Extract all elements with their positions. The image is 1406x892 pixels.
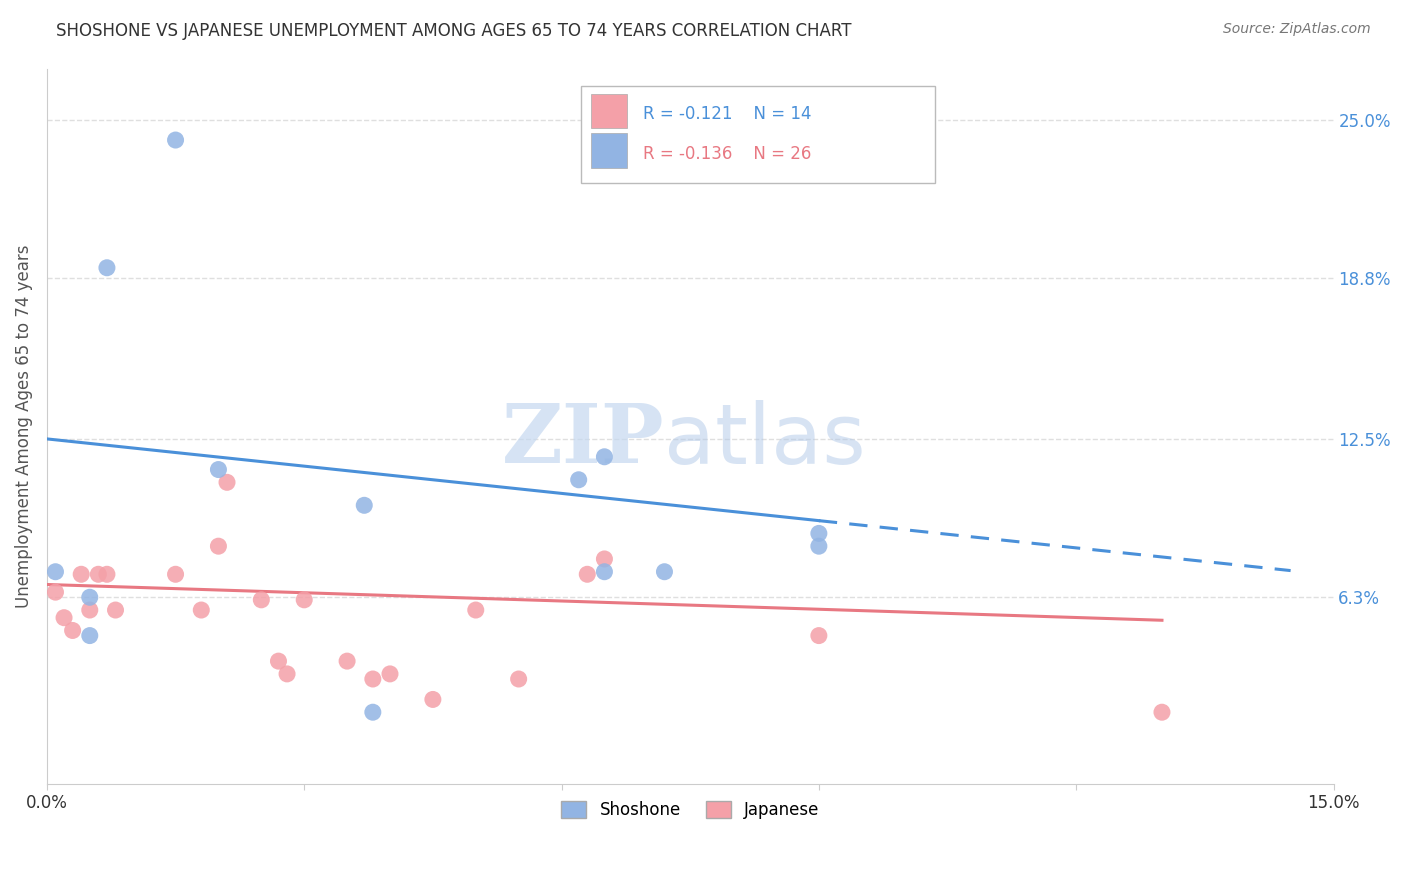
Point bbox=[422, 692, 444, 706]
Point bbox=[79, 603, 101, 617]
Text: atlas: atlas bbox=[665, 400, 866, 481]
Point bbox=[96, 567, 118, 582]
Point bbox=[353, 498, 375, 512]
Point bbox=[807, 539, 830, 553]
Point bbox=[79, 629, 101, 643]
Point bbox=[508, 672, 530, 686]
Point bbox=[53, 610, 76, 624]
Point bbox=[568, 473, 591, 487]
Legend: Shoshone, Japanese: Shoshone, Japanese bbox=[554, 794, 825, 825]
Point bbox=[361, 672, 384, 686]
Text: R = -0.136    N = 26: R = -0.136 N = 26 bbox=[643, 145, 811, 163]
FancyBboxPatch shape bbox=[581, 87, 935, 183]
Point bbox=[79, 591, 101, 605]
Point bbox=[207, 539, 229, 553]
Point bbox=[62, 624, 84, 638]
Text: SHOSHONE VS JAPANESE UNEMPLOYMENT AMONG AGES 65 TO 74 YEARS CORRELATION CHART: SHOSHONE VS JAPANESE UNEMPLOYMENT AMONG … bbox=[56, 22, 852, 40]
Point bbox=[807, 526, 830, 541]
Point bbox=[215, 475, 238, 490]
Point bbox=[250, 592, 273, 607]
Text: ZIP: ZIP bbox=[502, 401, 665, 481]
Text: R = -0.121    N = 14: R = -0.121 N = 14 bbox=[643, 104, 811, 122]
Point bbox=[336, 654, 359, 668]
Point bbox=[292, 592, 315, 607]
Point bbox=[593, 565, 616, 579]
Point bbox=[378, 666, 401, 681]
Y-axis label: Unemployment Among Ages 65 to 74 years: Unemployment Among Ages 65 to 74 years bbox=[15, 244, 32, 607]
Point bbox=[190, 603, 212, 617]
Point bbox=[207, 462, 229, 476]
Point bbox=[361, 705, 384, 719]
Point bbox=[165, 133, 187, 147]
Point bbox=[44, 585, 66, 599]
Point bbox=[464, 603, 486, 617]
Point bbox=[96, 260, 118, 275]
Point bbox=[70, 567, 93, 582]
Bar bbox=[591, 94, 627, 128]
Point bbox=[654, 565, 676, 579]
Point bbox=[165, 567, 187, 582]
Point bbox=[1150, 705, 1173, 719]
Point bbox=[593, 552, 616, 566]
Point bbox=[807, 629, 830, 643]
Point bbox=[276, 666, 298, 681]
Point bbox=[576, 567, 599, 582]
Point bbox=[87, 567, 110, 582]
Point bbox=[267, 654, 290, 668]
Point bbox=[593, 450, 616, 464]
Point bbox=[44, 565, 66, 579]
Bar bbox=[591, 133, 627, 168]
Text: Source: ZipAtlas.com: Source: ZipAtlas.com bbox=[1223, 22, 1371, 37]
Point bbox=[104, 603, 127, 617]
